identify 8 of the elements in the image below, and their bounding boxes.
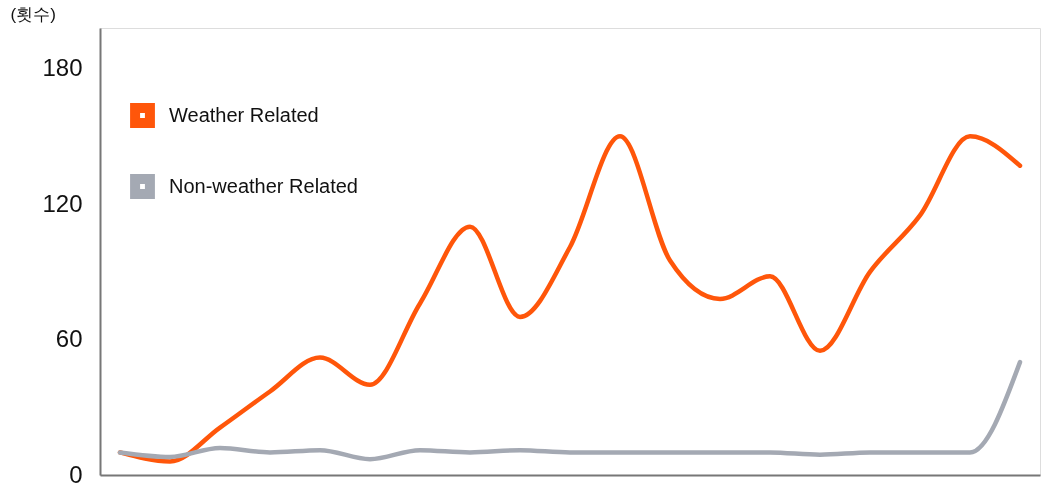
y-tick-label: 120 <box>42 189 83 217</box>
legend-label: Non-weather Related <box>169 174 358 197</box>
legend-label: Weather Related <box>169 103 319 126</box>
y-axis-title: (횟수) <box>10 4 56 24</box>
y-tick-label: 0 <box>69 460 83 485</box>
line-series <box>117 359 1023 462</box>
y-tick-label: 60 <box>55 325 83 353</box>
y-tick-label: 180 <box>42 54 83 82</box>
